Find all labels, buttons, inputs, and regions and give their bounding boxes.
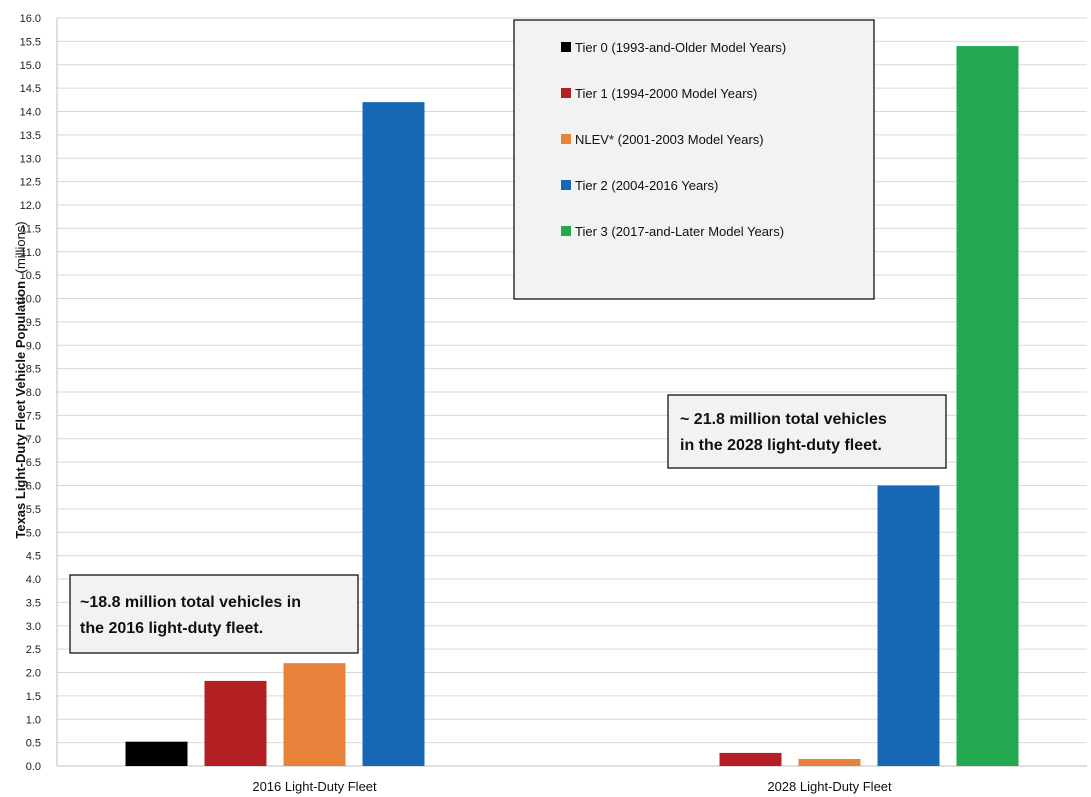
y-tick-label: 1.0 (26, 714, 41, 726)
bar (798, 758, 861, 766)
bar (956, 46, 1019, 767)
legend-swatch (561, 134, 571, 144)
y-tick-label: 0.0 (26, 761, 41, 773)
y-tick-label: 9.0 (26, 340, 41, 352)
legend: Tier 0 (1993-and-Older Model Years) Tier … (513, 19, 875, 300)
y-tick-label: 5.0 (26, 527, 41, 539)
legend-swatch (561, 226, 571, 236)
y-tick-label: 6.5 (26, 457, 41, 469)
bar (362, 102, 425, 766)
y-tick-label: 0.5 (26, 738, 41, 750)
y-tick-label: 1.5 (26, 691, 41, 703)
legend-label: Tier 1 (1994-2000 Model Years) (575, 86, 757, 101)
bar (719, 752, 782, 766)
y-tick-label: 14.0 (20, 107, 41, 119)
y-axis-label-text: Texas Light-Duty Fleet Vehicle Populatio… (13, 281, 28, 539)
y-tick-label: 13.0 (20, 153, 41, 165)
y-tick-label: 3.0 (26, 621, 41, 633)
y-tick-label: 6.0 (26, 481, 41, 493)
y-tick-label: 16.0 (20, 13, 41, 25)
annotation-text: in the 2028 light-duty fleet. (680, 437, 882, 454)
annotations: ~18.8 million total vehicles in the 2016 … (69, 394, 947, 654)
y-tick-label: 12.0 (20, 200, 41, 212)
y-tick-label: 7.5 (26, 410, 41, 422)
legend-label: NLEV* (2001-2003 Model Years) (575, 132, 764, 147)
y-tick-label: 3.5 (26, 597, 41, 609)
annotation-text: ~ 21.8 million total vehicles (680, 411, 887, 428)
y-tick-label: 15.0 (20, 60, 41, 72)
legend-box (513, 19, 875, 300)
y-axis-label-unit: (millions) (13, 221, 28, 273)
y-tick-label: 11.5 (20, 223, 41, 235)
bar (877, 485, 940, 766)
bar (283, 663, 346, 766)
y-tick-label: 9.5 (26, 317, 41, 329)
bar (204, 680, 267, 766)
y-tick-label: 11.0 (20, 247, 41, 259)
x-tick-label: 2016 Light-Duty Fleet (252, 779, 377, 794)
annotation-text: ~18.8 million total vehicles in (80, 594, 301, 611)
legend-label: Tier 3 (2017-and-Later Model Years) (575, 224, 784, 239)
legend-swatch (561, 180, 571, 190)
y-tick-label: 12.5 (20, 177, 41, 189)
y-tick-label: 2.0 (26, 668, 41, 680)
y-tick-label: 15.5 (20, 36, 41, 48)
y-tick-label: 5.5 (26, 504, 41, 516)
y-tick-label: 13.5 (20, 130, 41, 142)
y-tick-label: 8.5 (26, 364, 41, 376)
x-axis: 2016 Light-Duty Fleet 2028 Light-Duty Fle… (252, 779, 892, 794)
bar (125, 741, 188, 766)
x-tick-label: 2028 Light-Duty Fleet (767, 779, 892, 794)
bars (125, 46, 1019, 767)
y-tick-label: 7.0 (26, 434, 41, 446)
y-tick-label: 4.0 (26, 574, 41, 586)
y-tick-label: 10.5 (20, 270, 41, 282)
y-tick-label: 4.5 (26, 551, 41, 563)
legend-label: Tier 2 (2004-2016 Years) (575, 178, 718, 193)
y-axis-label: Texas Light-Duty Fleet Vehicle Populatio… (13, 221, 28, 538)
y-tick-label: 8.0 (26, 387, 41, 399)
annotation-box (69, 574, 359, 654)
y-tick-label: 10.0 (20, 294, 41, 306)
legend-label: Tier 0 (1993-and-Older Model Years) (575, 40, 786, 55)
legend-swatch (561, 42, 571, 52)
annotation-box (667, 394, 947, 469)
y-tick-label: 14.5 (20, 83, 41, 95)
y-tick-label: 2.5 (26, 644, 41, 656)
legend-swatch (561, 88, 571, 98)
y-axis-ticks: 0.0 0.5 1.0 1.5 2.0 2.5 3.0 3.5 4.0 4.5 5.0 5.5 6.0 6… (20, 13, 41, 773)
annotation-text: the 2016 light-duty fleet. (80, 620, 263, 637)
